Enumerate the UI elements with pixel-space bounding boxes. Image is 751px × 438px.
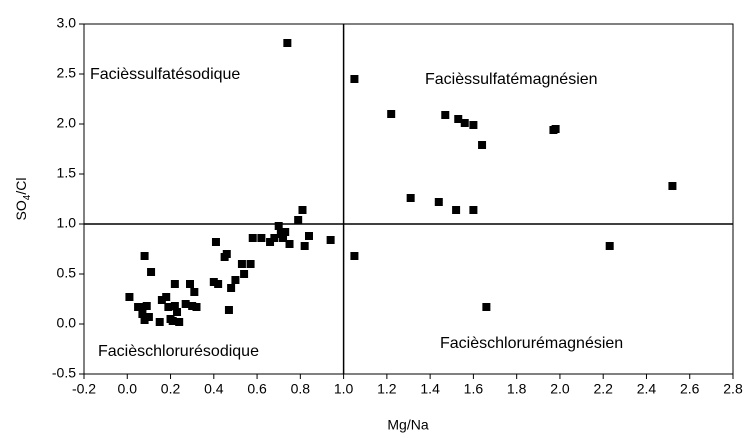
x-tick-label: 1.0 xyxy=(334,381,354,397)
point xyxy=(350,75,359,83)
point xyxy=(192,303,201,311)
x-tick-label: 1.6 xyxy=(464,381,484,397)
point xyxy=(155,318,164,326)
x-tick-label: 0.8 xyxy=(291,381,311,397)
point xyxy=(294,216,303,224)
point xyxy=(140,316,149,324)
x-tick-label: 1.8 xyxy=(507,381,527,397)
point xyxy=(452,206,461,214)
y-tick-label: 0.0 xyxy=(57,315,77,331)
y-tick-label: 3.0 xyxy=(57,15,77,31)
point xyxy=(147,268,156,276)
point xyxy=(175,318,184,326)
y-tick-label: 2.0 xyxy=(57,115,77,131)
x-tick-label: 0.0 xyxy=(118,381,138,397)
plot-frame xyxy=(83,23,734,375)
y-tick-label: 1.0 xyxy=(57,215,77,231)
x-tick-label: 2.8 xyxy=(723,381,743,397)
point xyxy=(170,280,179,288)
annotation: Facièssulfatésodique xyxy=(90,66,240,83)
x-tick-label: -0.2 xyxy=(72,381,96,397)
x-tick-label: 2.4 xyxy=(637,381,657,397)
point xyxy=(140,252,149,260)
point xyxy=(469,121,478,129)
x-axis-label: Mg/Na xyxy=(387,417,428,433)
point xyxy=(482,303,491,311)
point xyxy=(246,260,255,268)
point xyxy=(668,182,677,190)
point xyxy=(326,236,335,244)
point xyxy=(605,242,614,250)
y-tick-label: -0.5 xyxy=(52,365,76,381)
point xyxy=(469,206,478,214)
y-tick-label: 1.5 xyxy=(57,165,77,181)
point xyxy=(434,198,443,206)
point xyxy=(285,240,294,248)
point xyxy=(144,313,153,321)
x-tick-label: 2.6 xyxy=(680,381,700,397)
point xyxy=(270,234,279,242)
point xyxy=(441,111,450,119)
point xyxy=(300,242,309,250)
point xyxy=(478,141,487,149)
y-axis-label: SO4/Cl xyxy=(13,178,33,221)
x-tick-label: 0.6 xyxy=(247,381,267,397)
point xyxy=(240,270,249,278)
point xyxy=(138,310,147,318)
point xyxy=(170,302,179,310)
point xyxy=(304,232,313,240)
point xyxy=(125,293,134,301)
x-tick-label: 2.2 xyxy=(593,381,613,397)
point xyxy=(224,306,233,314)
point xyxy=(188,302,197,310)
point xyxy=(157,296,166,304)
point xyxy=(237,260,246,268)
point xyxy=(222,250,231,258)
point xyxy=(257,234,266,242)
point xyxy=(248,234,257,242)
annotation: Facièschlorurémagnésien xyxy=(440,335,623,352)
annotation: Facièssulfatémagnésien xyxy=(425,71,598,88)
x-tick-label: 1.2 xyxy=(377,381,397,397)
point xyxy=(214,280,223,288)
point xyxy=(209,278,218,286)
point xyxy=(168,317,177,325)
x-tick-label: 0.4 xyxy=(204,381,224,397)
y-tick-label: 2.5 xyxy=(57,65,77,81)
point xyxy=(281,228,290,236)
point xyxy=(231,276,240,284)
point xyxy=(181,300,190,308)
point xyxy=(298,206,307,214)
point xyxy=(460,119,469,127)
y-tick-label: 0.5 xyxy=(57,265,77,281)
point xyxy=(551,125,560,133)
point xyxy=(142,302,151,310)
x-tick-label: 0.2 xyxy=(161,381,181,397)
point xyxy=(190,288,199,296)
point xyxy=(186,280,195,288)
x-tick-label: 1.4 xyxy=(420,381,440,397)
point xyxy=(279,234,288,242)
point xyxy=(227,284,236,292)
point xyxy=(274,222,283,230)
point xyxy=(406,194,415,202)
point xyxy=(211,238,220,246)
point xyxy=(138,303,147,311)
point xyxy=(350,252,359,260)
x-tick-label: 2.0 xyxy=(550,381,570,397)
point xyxy=(454,115,463,123)
point xyxy=(173,308,182,316)
annotation: Facièschlorurésodique xyxy=(98,343,259,360)
point xyxy=(266,238,275,246)
point xyxy=(283,39,292,47)
point xyxy=(164,303,173,311)
point xyxy=(387,110,396,118)
point xyxy=(134,303,143,311)
point xyxy=(162,293,171,301)
